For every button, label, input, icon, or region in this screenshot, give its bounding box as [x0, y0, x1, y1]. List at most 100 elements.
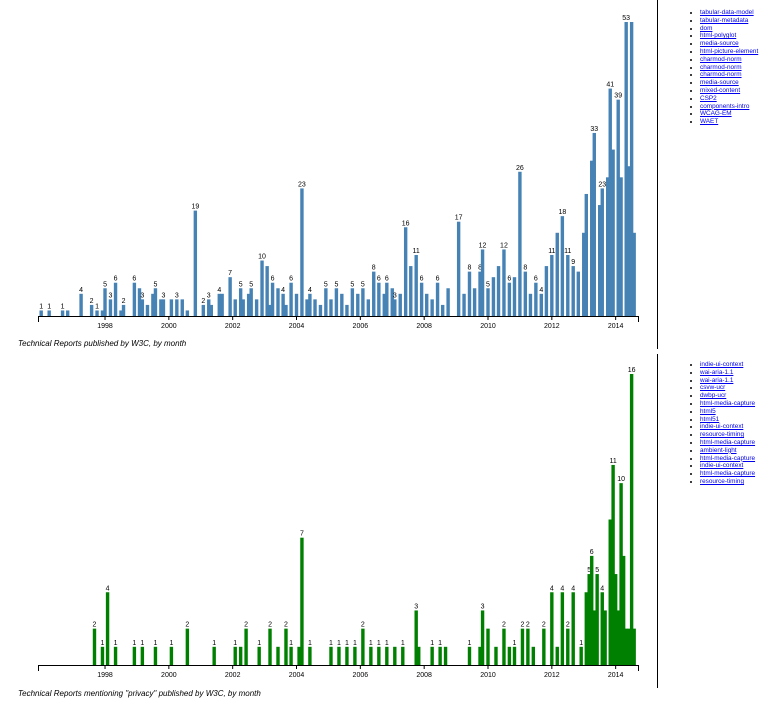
report-link[interactable]: tabular-data-model	[700, 9, 754, 16]
bar	[600, 188, 604, 316]
bar-value-label: 5	[249, 281, 253, 288]
bar	[241, 299, 245, 316]
report-link[interactable]: resource-timing	[700, 477, 745, 485]
list-item: resource-timing	[700, 431, 755, 439]
report-link[interactable]: indie-ui-context	[700, 462, 744, 470]
bar-value-label: 1	[345, 640, 349, 647]
bar-value-label: 11	[564, 248, 571, 255]
bar-value-label: 5	[103, 281, 107, 288]
bar	[345, 646, 349, 665]
report-link[interactable]: dom	[700, 24, 713, 32]
bar	[425, 293, 429, 316]
list-item: html-media-capture	[700, 439, 755, 447]
report-link[interactable]: charmod-norm	[700, 63, 742, 71]
report-link[interactable]: WCAG-EM	[700, 110, 732, 118]
report-link[interactable]: html-media-capture	[700, 470, 756, 478]
bar	[550, 592, 554, 665]
report-link[interactable]: ambient-light	[700, 446, 737, 454]
report-link[interactable]: html-media-capture	[700, 438, 756, 446]
report-link[interactable]: CSP2	[700, 94, 717, 102]
bar	[419, 282, 424, 316]
report-link[interactable]: dwbp-ucr	[700, 392, 727, 400]
bar-value-label: 1	[153, 640, 157, 647]
bar	[353, 646, 357, 665]
bar	[289, 646, 293, 665]
bar-value-label: 6	[420, 276, 424, 283]
report-link[interactable]: html-polyglot	[700, 32, 737, 40]
bar-value-label: 1	[140, 640, 144, 647]
bar	[576, 271, 581, 316]
list-item: dwbp-ucr	[700, 392, 755, 400]
report-link[interactable]: html-media-capture	[700, 399, 756, 407]
report-link[interactable]: resource-timing	[700, 431, 745, 439]
report-link[interactable]: media-source	[700, 79, 739, 87]
bar	[260, 260, 264, 316]
bar-value-label: 1	[468, 640, 472, 647]
report-link[interactable]: html-media-capture	[700, 454, 756, 462]
bar	[512, 277, 517, 316]
report-link[interactable]: WAET	[700, 118, 719, 126]
report-link[interactable]: wai-aria-1.1	[700, 368, 734, 376]
bar-value-label: 1	[385, 640, 389, 647]
bar	[566, 628, 570, 666]
list-item: tabular-data-model	[700, 9, 758, 17]
bar-value-label: 5	[334, 281, 338, 288]
list-item: media-source	[700, 40, 758, 48]
list-item: media-source	[700, 79, 758, 87]
report-link[interactable]: mixed-content	[700, 86, 741, 94]
report-link[interactable]: indie-ui-context	[700, 361, 744, 368]
bar	[608, 88, 612, 316]
bar	[113, 282, 118, 316]
bar-value-label: 23	[598, 181, 606, 188]
bar-value-label: 1	[353, 640, 357, 647]
bar	[605, 177, 610, 316]
bar	[169, 646, 174, 665]
bar-value-label: 6	[377, 276, 381, 283]
report-link[interactable]: wai-aria-1.1	[700, 376, 734, 384]
bar-value-label: 8	[468, 265, 472, 272]
bar	[356, 293, 360, 316]
bar	[518, 171, 522, 316]
bar-value-label: 8	[372, 265, 376, 272]
bar	[105, 592, 110, 665]
bar	[233, 299, 237, 316]
bar-value-label: 8	[478, 265, 482, 272]
bar	[539, 293, 543, 316]
list-item: WCAG-EM	[700, 110, 758, 118]
bar-value-label: 6	[436, 276, 440, 283]
report-link[interactable]: media-source	[700, 40, 739, 48]
bar-value-label: 3	[161, 292, 165, 299]
report-link[interactable]: html51	[700, 415, 720, 423]
report-link[interactable]: charmod-norm	[700, 71, 742, 79]
report-link[interactable]: html5	[700, 407, 716, 415]
report-link[interactable]: indie-ui-context	[700, 423, 744, 431]
bar-value-label: 5	[486, 281, 490, 288]
bar	[324, 288, 328, 316]
bar-value-label: 6	[590, 549, 594, 556]
bar	[512, 646, 517, 665]
bar	[329, 646, 333, 665]
bar	[318, 304, 323, 316]
bar-value-label: 2	[185, 622, 189, 629]
list-item: html-media-capture	[700, 470, 755, 478]
bar	[600, 592, 604, 665]
bar	[592, 132, 596, 316]
report-link[interactable]: tabular-metadata	[700, 16, 749, 24]
bar	[385, 282, 389, 316]
bar	[350, 288, 355, 316]
report-link[interactable]: charmod-norm	[700, 55, 742, 63]
report-link[interactable]: components-intro	[700, 102, 750, 110]
all-reports-caption: Technical Reports published by W3C, by m…	[18, 339, 187, 348]
bar	[161, 299, 166, 316]
report-link[interactable]: csvw-ucr	[700, 384, 726, 392]
panel-divider	[657, 0, 658, 349]
list-item: html-media-capture	[700, 455, 755, 463]
report-link[interactable]: html-picture-element	[700, 47, 759, 55]
bar-value-label: 1	[308, 640, 312, 647]
bar	[228, 277, 232, 316]
list-item: components-intro	[700, 103, 758, 111]
bar	[153, 288, 158, 316]
bar	[531, 646, 536, 665]
bar	[265, 266, 269, 316]
